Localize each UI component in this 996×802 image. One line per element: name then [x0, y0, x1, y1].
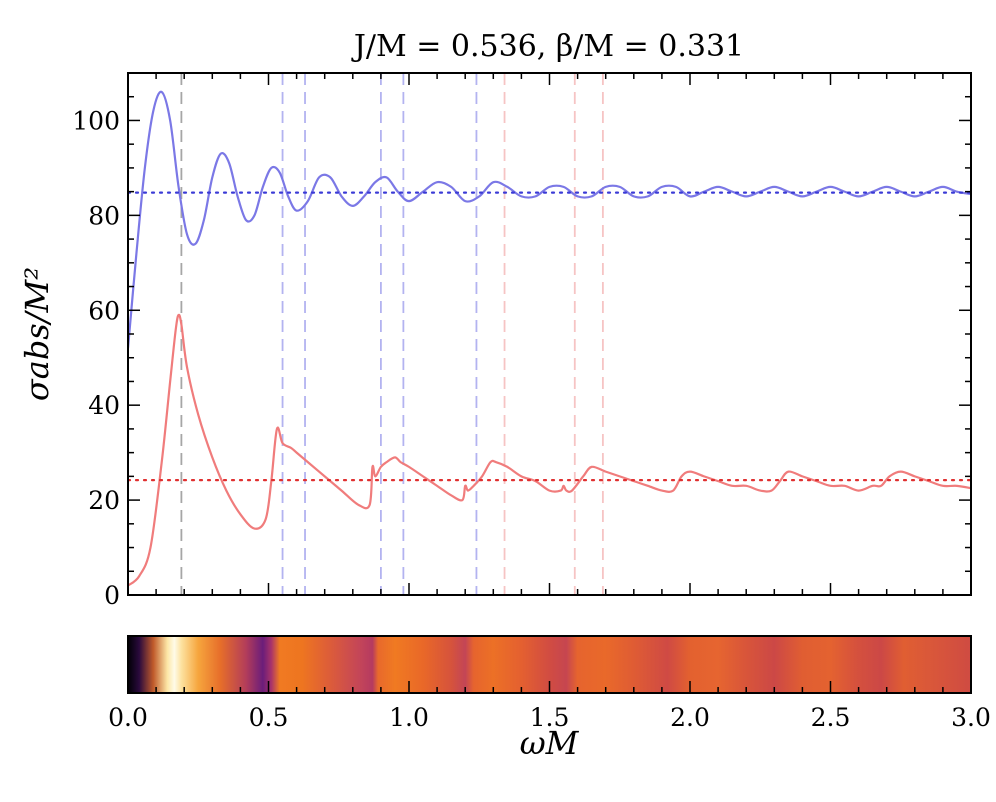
x-tick-label: 0.5 [249, 703, 289, 732]
plot-frame [127, 72, 972, 596]
chart-title: J/M = 0.536, β/M = 0.331 [351, 29, 744, 64]
y-axis-ticks: 0 20 40 60 80 100 [72, 72, 971, 610]
y-tick-label: 60 [88, 296, 120, 325]
y-tick-label: 40 [88, 391, 120, 420]
x-tick-label: 1.5 [530, 703, 570, 732]
y-axis-label: σabs/M² [18, 267, 56, 401]
x-axis-ticks-main [127, 73, 972, 595]
x-tick-label: 0.0 [108, 703, 148, 732]
main-plot: 0 20 40 60 80 100 [72, 72, 972, 610]
x-tick-label: 3.0 [951, 703, 991, 732]
series-group [128, 90, 971, 587]
series-line-0 [128, 90, 971, 349]
y-tick-label: 0 [104, 581, 120, 610]
x-axis-ticks: 0.0 0.5 1.0 1.5 2.0 2.5 3.0 [108, 681, 991, 732]
x-axis-label: ωM [520, 724, 580, 762]
x-tick-label: 1.0 [389, 703, 429, 732]
heatmap-strip: 0.0 0.5 1.0 1.5 2.0 2.5 3.0 [108, 635, 991, 732]
resonance-lines [180, 73, 604, 595]
y-tick-label: 80 [88, 201, 120, 230]
y-tick-label: 100 [72, 106, 120, 135]
y-tick-label: 20 [88, 486, 120, 515]
series-line-1 [128, 313, 971, 587]
x-tick-label: 2.0 [670, 703, 710, 732]
x-tick-label: 2.5 [811, 703, 851, 732]
